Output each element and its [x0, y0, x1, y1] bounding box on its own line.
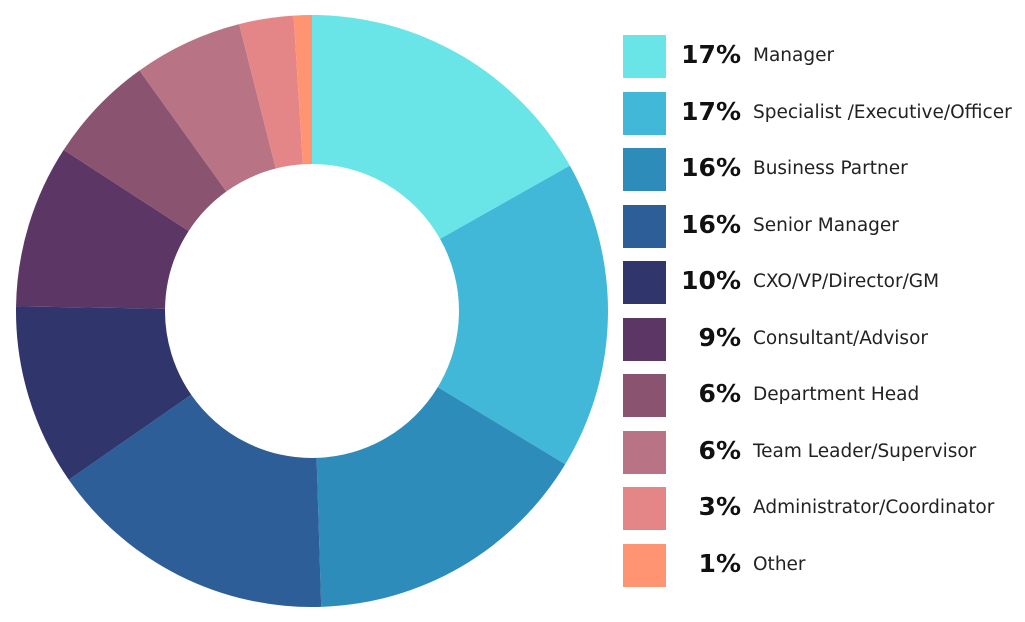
donut-slice	[293, 15, 312, 165]
donut-slice	[239, 15, 303, 169]
donut-slice	[16, 306, 192, 480]
legend-label: Team Leader/Supervisor	[753, 440, 977, 462]
legend-swatch	[623, 374, 666, 417]
legend-percent: 17%	[681, 96, 741, 126]
legend-item: 3% Administrator/Coordinator	[623, 487, 1023, 530]
legend-label: Consultant/Advisor	[753, 327, 928, 349]
legend-percent: 10%	[681, 266, 741, 295]
legend-swatch	[623, 430, 666, 474]
legend-swatch	[623, 487, 666, 530]
donut-slice	[316, 387, 566, 607]
legend-percent: 6%	[698, 379, 741, 408]
donut-slice	[68, 394, 322, 607]
legend-label: Department Head	[753, 384, 920, 405]
legend-swatch	[623, 35, 666, 78]
legend-label: Specialist /Executive/Officer	[753, 101, 1012, 123]
legend-label: Administrator/Coordinator	[753, 497, 995, 518]
legend-item: 10% CXO/VP/Director/GM	[623, 261, 1023, 304]
legend-swatch	[623, 261, 666, 304]
legend-item: 16% Business Partner	[623, 148, 1023, 191]
donut-chart	[16, 15, 608, 607]
legend-percent: 1%	[698, 548, 741, 578]
legend-label: Other	[753, 553, 806, 575]
donut-slice	[437, 165, 608, 465]
legend-swatch	[623, 317, 666, 361]
legend-swatch	[623, 543, 666, 587]
legend-item: 17% Specialist /Executive/Officer	[623, 91, 1023, 135]
legend-swatch	[623, 204, 666, 248]
legend-label: Business Partner	[753, 158, 908, 179]
legend-item: 1% Other	[623, 543, 1023, 587]
legend-swatch	[623, 148, 666, 191]
legend-percent: 16%	[681, 153, 741, 182]
legend-item: 6% Team Leader/Supervisor	[623, 430, 1023, 474]
donut-slice	[139, 24, 276, 192]
legend-percent: 17%	[681, 40, 741, 69]
legend-item: 6% Department Head	[623, 374, 1023, 417]
legend-item: 17% Manager	[623, 35, 1023, 78]
legend-percent: 6%	[698, 435, 741, 465]
donut-slice	[16, 149, 189, 309]
legend-percent: 3%	[698, 492, 741, 521]
legend-swatch	[623, 91, 666, 135]
legend-item: 16% Senior Manager	[623, 204, 1023, 248]
legend-percent: 16%	[681, 209, 741, 239]
legend-label: Manager	[753, 45, 835, 66]
legend-item: 9% Consultant/Advisor	[623, 317, 1023, 361]
legend-label: CXO/VP/Director/GM	[753, 271, 940, 292]
legend-label: Senior Manager	[753, 214, 899, 236]
donut-slice	[312, 15, 570, 239]
legend-percent: 9%	[698, 322, 741, 352]
donut-slice	[63, 70, 227, 232]
